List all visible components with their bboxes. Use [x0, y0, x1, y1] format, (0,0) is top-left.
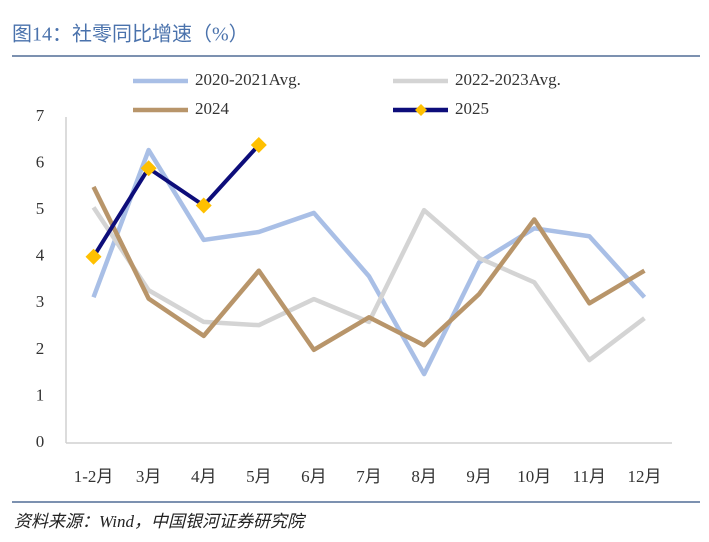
x-tick-label: 10月	[517, 467, 551, 486]
legend-marker	[415, 104, 427, 116]
x-tick-label: 7月	[356, 467, 382, 486]
series-line	[91, 147, 647, 377]
chart-title: 图14：社零同比增速（%）	[12, 23, 249, 46]
legend-label: 2020-2021Avg.	[195, 70, 301, 89]
y-tick-label: 1	[36, 385, 45, 404]
y-tick-label: 0	[36, 432, 45, 451]
point-marker	[250, 136, 267, 153]
x-tick-label: 6月	[301, 467, 327, 486]
y-tick-label: 7	[36, 106, 45, 125]
y-tick-label: 2	[36, 339, 45, 358]
x-tick-label: 9月	[466, 467, 492, 486]
y-tick-label: 3	[36, 292, 45, 311]
legend-label: 2024	[195, 99, 230, 118]
y-tick-label: 4	[36, 246, 45, 265]
y-tick-label: 5	[36, 199, 45, 218]
y-tick-label: 6	[36, 152, 45, 171]
x-tick-label: 8月	[411, 467, 437, 486]
x-tick-label: 12月	[627, 467, 661, 486]
x-tick-label: 11月	[573, 467, 606, 486]
point-marker	[85, 248, 102, 265]
series-line	[91, 206, 646, 363]
source-note: 资料来源：Wind，中国银河证券研究院	[14, 512, 307, 531]
x-tick-label: 3月	[136, 467, 162, 486]
series-line	[91, 143, 261, 258]
x-tick-label: 5月	[246, 467, 272, 486]
point-marker	[195, 197, 212, 214]
point-marker	[140, 160, 157, 177]
x-tick-label: 4月	[191, 467, 217, 486]
x-tick-label: 1-2月	[74, 467, 114, 486]
series-line	[91, 185, 646, 353]
legend-label: 2025	[455, 99, 489, 118]
legend-label: 2022-2023Avg.	[455, 70, 561, 89]
